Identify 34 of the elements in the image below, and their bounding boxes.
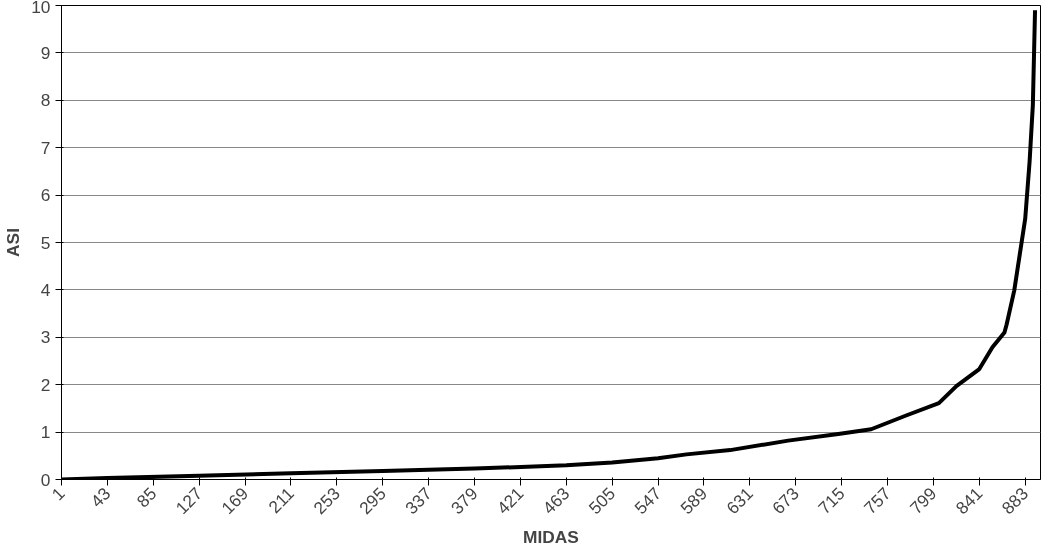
y-tick-label: 0 [40,469,51,490]
y-tick-label: 9 [40,42,51,63]
x-tick-label: 379 [447,483,482,519]
x-tick-label: 799 [905,483,941,519]
x-tick-label: 169 [217,483,253,519]
x-tick-label: 589 [676,483,712,519]
x-tick-label: 547 [630,483,666,519]
x-tick-label: 85 [132,483,161,512]
y-tick-label: 3 [40,327,51,348]
x-tick-label: 43 [86,483,115,512]
y-tick-label: 10 [31,0,51,17]
y-tick-label: 5 [40,232,51,253]
x-tick-label: 253 [309,483,344,519]
x-tick-label: 421 [492,483,528,519]
y-tick-label: 6 [40,185,51,206]
x-tick-label: 127 [171,483,207,519]
x-tick-label: 211 [264,483,299,518]
x-tick-label: 883 [997,483,1033,519]
x-tick-label: 337 [401,483,436,519]
x-tick-label: 631 [722,483,757,519]
y-tick-label: 4 [40,279,51,300]
x-tick-label: 463 [538,483,574,519]
x-tick-label: 757 [860,483,895,519]
x-tick-label: 673 [768,483,803,519]
y-tick-label: 8 [40,90,51,111]
y-tick-label: 7 [40,137,51,158]
x-tick-label: 841 [951,483,987,519]
x-tick-label: 715 [814,483,849,519]
y-axis-title: ASI [3,228,24,257]
x-tick-label: 505 [584,483,620,519]
x-tick-label: 295 [355,483,390,519]
y-tick-label: 2 [40,374,51,395]
x-axis-title: MIDAS [523,527,579,548]
y-tick-label: 1 [40,422,51,443]
